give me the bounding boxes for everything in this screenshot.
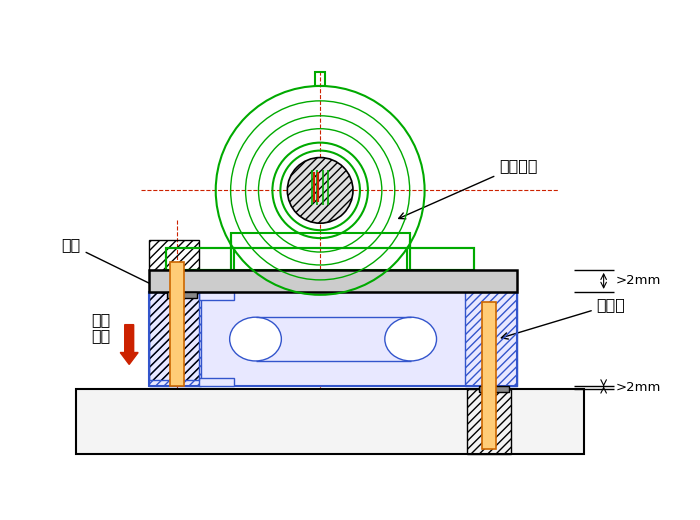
FancyArrow shape: [120, 324, 138, 365]
Bar: [482, 302, 496, 449]
Bar: [149, 292, 201, 386]
Bar: [199, 292, 234, 300]
Text: 传感器: 传感器: [501, 297, 626, 339]
Bar: [149, 292, 199, 380]
Bar: [166, 248, 475, 270]
Text: 方向: 方向: [92, 328, 111, 343]
Bar: [315, 72, 325, 86]
Bar: [166, 248, 234, 270]
Bar: [480, 386, 509, 392]
Text: 垫片: 垫片: [62, 238, 169, 293]
Bar: [149, 270, 517, 292]
Bar: [407, 248, 475, 270]
Bar: [199, 379, 234, 386]
Bar: [466, 292, 517, 386]
Ellipse shape: [287, 158, 353, 223]
Ellipse shape: [385, 317, 437, 361]
Bar: [167, 292, 197, 298]
Bar: [170, 262, 184, 386]
Bar: [230, 233, 410, 248]
Ellipse shape: [230, 317, 281, 361]
Bar: [76, 389, 584, 454]
Bar: [149, 292, 517, 386]
Text: >2mm: >2mm: [615, 381, 661, 394]
Bar: [149, 240, 199, 270]
Text: >2mm: >2mm: [615, 275, 661, 288]
Bar: [468, 389, 511, 454]
Text: 连座轴承: 连座轴承: [399, 158, 538, 219]
Bar: [149, 292, 199, 380]
Text: 受力: 受力: [92, 312, 111, 327]
